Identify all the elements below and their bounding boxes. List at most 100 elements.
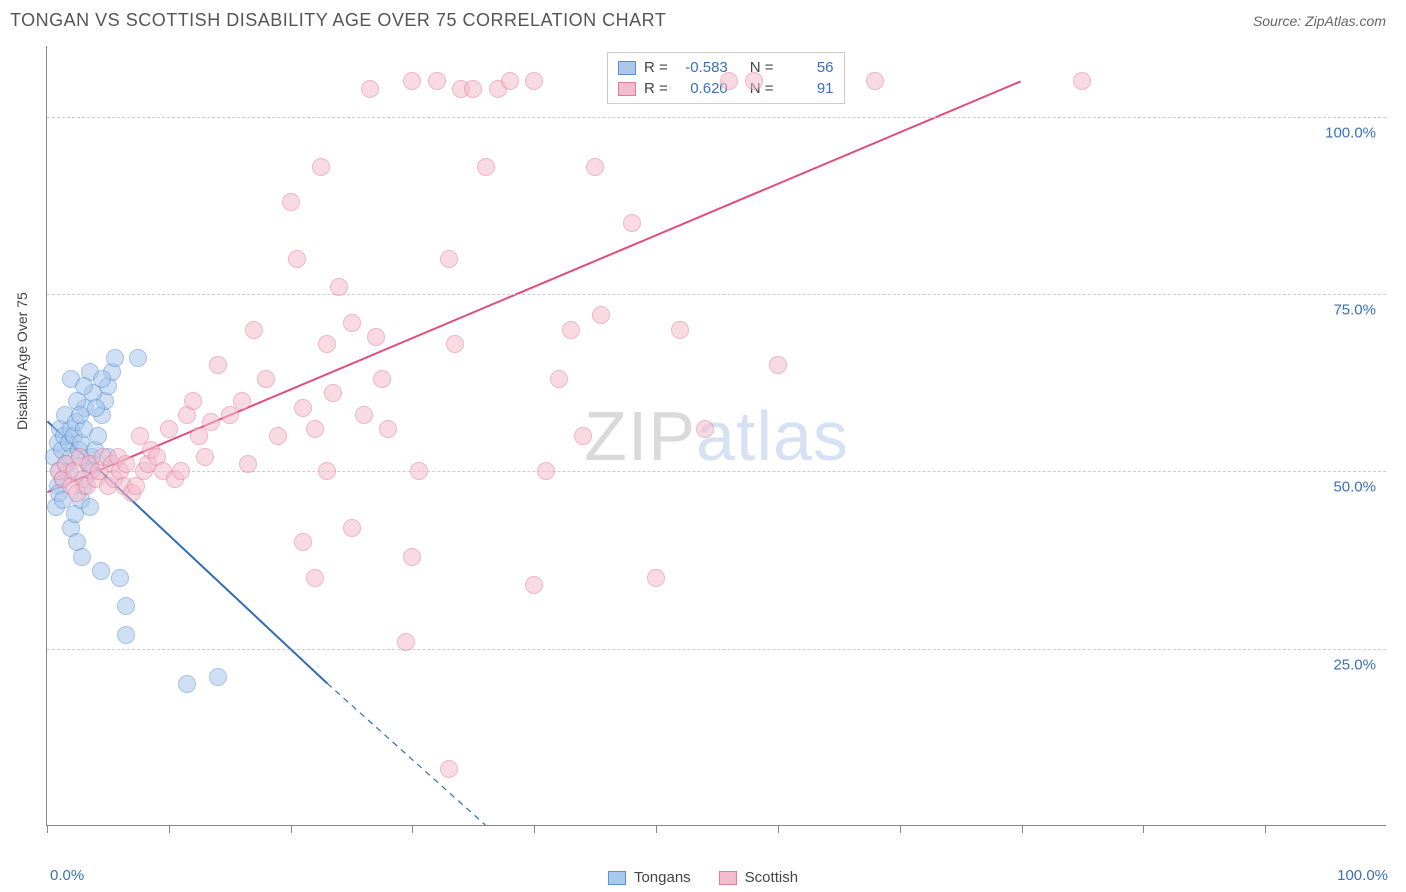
data-point-scottish	[233, 392, 251, 410]
data-point-scottish	[464, 80, 482, 98]
data-point-tongans	[71, 406, 89, 424]
r-value-tongans: -0.583	[676, 59, 728, 76]
data-point-scottish	[318, 335, 336, 353]
r-label: R =	[644, 59, 668, 76]
data-point-scottish	[525, 72, 543, 90]
data-point-scottish	[160, 420, 178, 438]
data-point-scottish	[440, 760, 458, 778]
data-point-scottish	[769, 356, 787, 374]
data-point-scottish	[330, 278, 348, 296]
data-point-tongans	[117, 626, 135, 644]
data-point-scottish	[403, 548, 421, 566]
y-tick-label: 50.0%	[1333, 479, 1376, 496]
data-point-tongans	[81, 498, 99, 516]
data-point-scottish	[209, 356, 227, 374]
data-point-scottish	[866, 72, 884, 90]
legend-label-scottish: Scottish	[745, 869, 798, 886]
data-point-scottish	[592, 306, 610, 324]
x-tick	[656, 825, 657, 833]
data-point-scottish	[257, 370, 275, 388]
data-point-scottish	[440, 250, 458, 268]
x-axis-min-label: 0.0%	[50, 867, 84, 884]
n-value-scottish: 91	[782, 80, 834, 97]
data-point-scottish	[477, 158, 495, 176]
legend-item-scottish: Scottish	[719, 869, 798, 886]
data-point-scottish	[537, 462, 555, 480]
gridline	[47, 649, 1386, 650]
data-point-scottish	[196, 448, 214, 466]
legend-label-tongans: Tongans	[634, 869, 691, 886]
data-point-scottish	[501, 72, 519, 90]
data-point-scottish	[288, 250, 306, 268]
swatch-scottish-icon	[719, 871, 737, 885]
watermark: ZIPatlas	[584, 396, 849, 476]
chart-title: TONGAN VS SCOTTISH DISABILITY AGE OVER 7…	[10, 10, 666, 31]
data-point-scottish	[282, 193, 300, 211]
legend-item-tongans: Tongans	[608, 869, 691, 886]
data-point-scottish	[696, 420, 714, 438]
x-tick	[1022, 825, 1023, 833]
data-point-scottish	[245, 321, 263, 339]
data-point-scottish	[312, 158, 330, 176]
data-point-scottish	[269, 427, 287, 445]
data-point-scottish	[574, 427, 592, 445]
data-point-scottish	[586, 158, 604, 176]
y-tick-label: 25.0%	[1333, 656, 1376, 673]
x-tick	[47, 825, 48, 833]
data-point-scottish	[562, 321, 580, 339]
data-point-scottish	[720, 72, 738, 90]
data-point-scottish	[343, 314, 361, 332]
data-point-tongans	[129, 349, 147, 367]
data-point-tongans	[92, 562, 110, 580]
watermark-atlas: atlas	[696, 397, 849, 475]
swatch-tongans-icon	[618, 61, 636, 75]
data-point-scottish	[403, 72, 421, 90]
data-point-scottish	[397, 633, 415, 651]
data-point-scottish	[550, 370, 568, 388]
data-point-scottish	[671, 321, 689, 339]
n-value-tongans: 56	[782, 59, 834, 76]
r-label: R =	[644, 80, 668, 97]
y-axis-label: Disability Age Over 75	[14, 292, 30, 430]
gridline	[47, 294, 1386, 295]
data-point-tongans	[93, 370, 111, 388]
data-point-scottish	[117, 455, 135, 473]
data-point-scottish	[190, 427, 208, 445]
source-label: Source: ZipAtlas.com	[1253, 13, 1386, 29]
x-tick	[169, 825, 170, 833]
data-point-scottish	[172, 462, 190, 480]
data-point-scottish	[306, 420, 324, 438]
data-point-scottish	[373, 370, 391, 388]
x-tick	[534, 825, 535, 833]
data-point-scottish	[294, 533, 312, 551]
data-point-scottish	[239, 455, 257, 473]
x-tick	[291, 825, 292, 833]
data-point-scottish	[318, 462, 336, 480]
data-point-scottish	[361, 80, 379, 98]
chart-plot-area: ZIPatlas R = -0.583 N = 56 R = 0.620 N =…	[46, 46, 1386, 826]
data-point-scottish	[306, 569, 324, 587]
x-tick	[412, 825, 413, 833]
x-tick	[900, 825, 901, 833]
data-point-scottish	[367, 328, 385, 346]
trend-lines-layer	[47, 46, 1386, 825]
data-point-scottish	[446, 335, 464, 353]
data-point-tongans	[89, 427, 107, 445]
x-axis-max-label: 100.0%	[1337, 867, 1388, 884]
watermark-zip: ZIP	[584, 397, 696, 475]
x-tick	[778, 825, 779, 833]
data-point-scottish	[343, 519, 361, 537]
data-point-scottish	[202, 413, 220, 431]
data-point-tongans	[178, 675, 196, 693]
data-point-scottish	[647, 569, 665, 587]
x-tick	[1143, 825, 1144, 833]
data-point-scottish	[623, 214, 641, 232]
data-point-scottish	[410, 462, 428, 480]
data-point-scottish	[355, 406, 373, 424]
data-point-tongans	[209, 668, 227, 686]
data-point-tongans	[117, 597, 135, 615]
y-tick-label: 100.0%	[1325, 124, 1376, 141]
data-point-scottish	[428, 72, 446, 90]
data-point-scottish	[745, 72, 763, 90]
data-point-scottish	[184, 392, 202, 410]
